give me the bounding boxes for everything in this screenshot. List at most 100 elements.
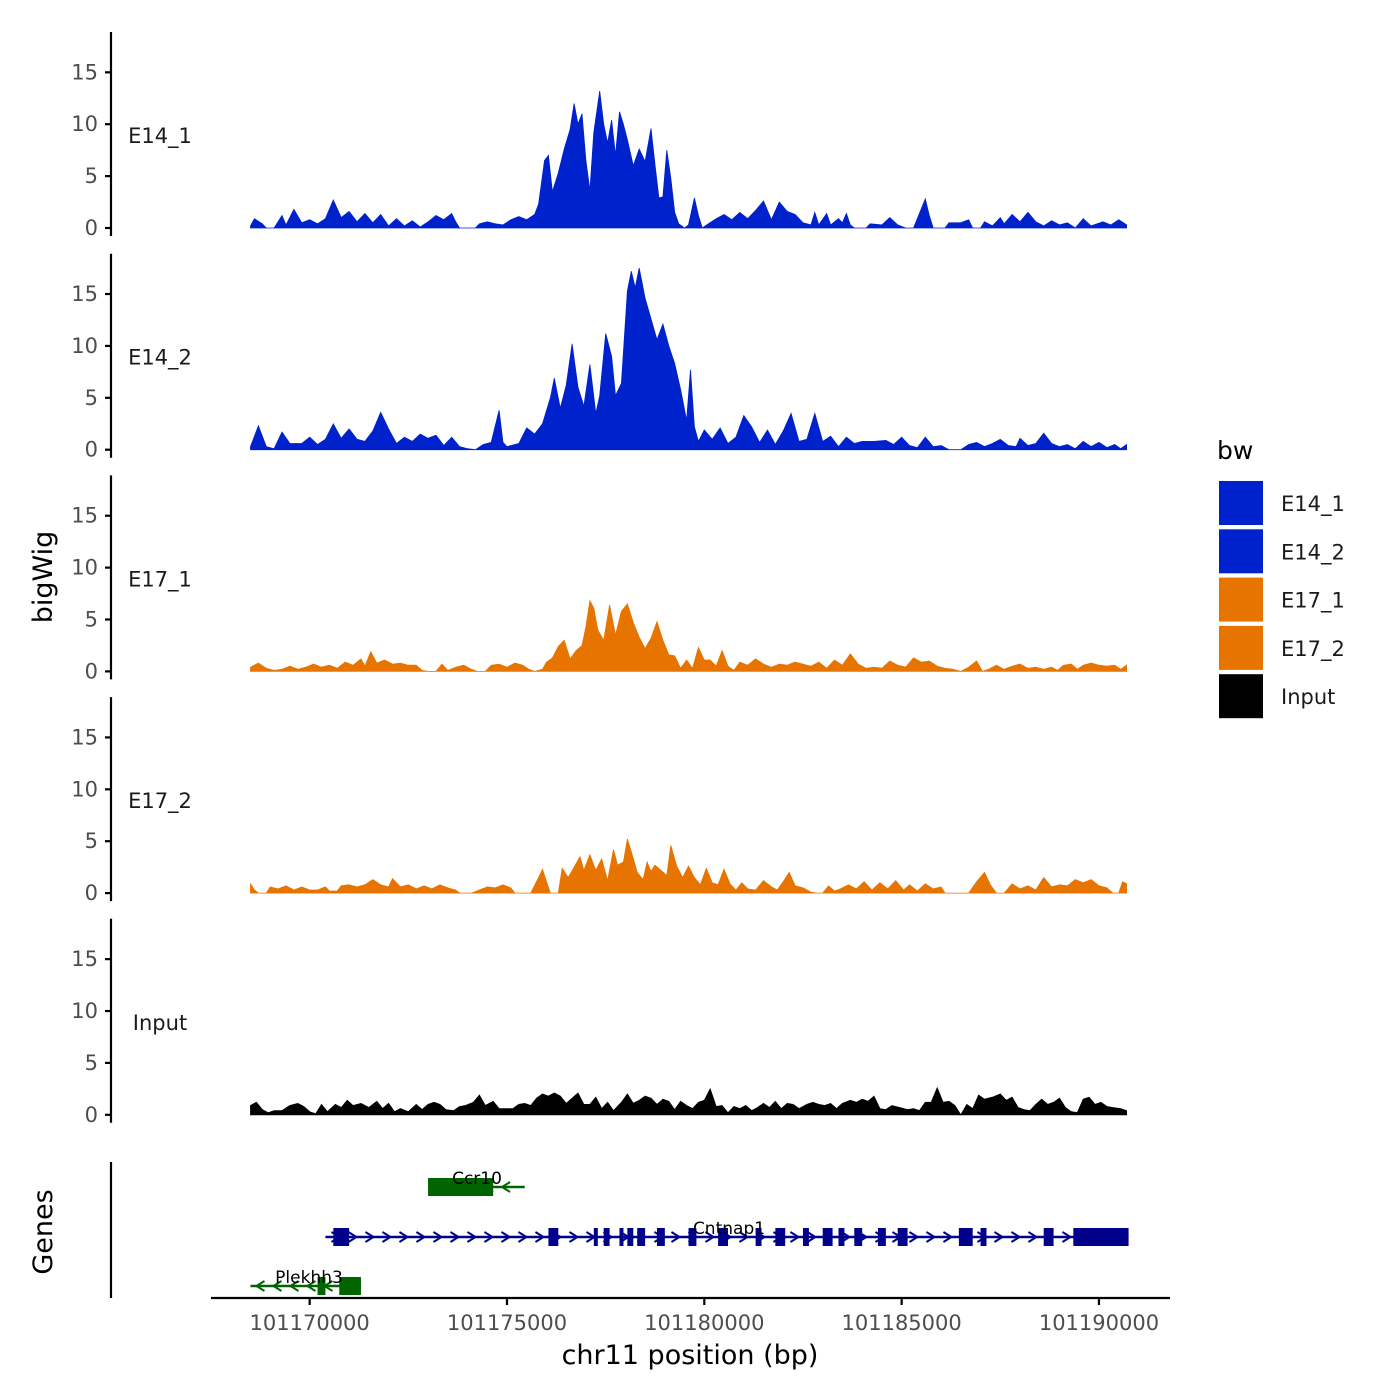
y-tick-label: 0 [85,438,98,462]
legend-label: E14_2 [1281,540,1345,565]
panel-label-E14_2: E14_2 [128,346,192,371]
gene-exon [619,1228,624,1246]
gene-exon [688,1228,697,1246]
x-axis-title: chr11 position (bp) [562,1340,819,1371]
gene-exon [627,1228,634,1246]
y-tick-label: 0 [85,1103,98,1127]
legend-label: E17_2 [1281,637,1345,662]
strand-arrow [449,1231,461,1243]
gene-exon [1073,1228,1129,1246]
y-tick-label: 15 [71,947,98,971]
genes-axis-title: Genes [28,1189,59,1274]
gene-exon [603,1228,610,1246]
gene-exon [339,1277,361,1295]
gene-exon [317,1277,326,1295]
legend-item-E14_1: E14_1 [1217,479,1345,527]
strand-arrow [1061,1231,1073,1243]
y-tick-label: 5 [85,608,98,632]
strand-arrow [381,1231,393,1243]
y-tick-label: 10 [71,112,98,136]
y-tick-label: 10 [71,334,98,358]
strand-arrow [806,1231,818,1243]
gene-exon [802,1228,809,1246]
x-tick-label: 101190000 [1039,1311,1159,1335]
strand-arrow [254,1280,265,1292]
coverage-area-E14_2 [250,268,1127,451]
strand-arrow [1010,1231,1022,1243]
legend-swatch [1217,479,1265,527]
track-panel-E14_2: 0 5 10 15 E14_2 [71,253,1127,462]
gene-exon [333,1228,350,1246]
y-tick-label: 5 [85,386,98,410]
strand-arrow [415,1231,427,1243]
legend: bw E14_1 E14_2 E17_1 E17_2 Input [1217,436,1345,721]
coverage-area-Input [250,1086,1127,1116]
gene-Cntnap1: Cntnap1 [325,1219,1129,1246]
strand-arrow [925,1231,937,1243]
gene-exon [838,1228,845,1246]
y-tick-label: 10 [71,777,98,801]
coverage-area-E17_2 [250,838,1127,894]
y-tick-label: 5 [85,829,98,853]
gene-exon [877,1228,886,1246]
panel-label-E14_1: E14_1 [128,124,192,149]
strand-arrow [347,1231,359,1243]
strand-arrow [568,1231,580,1243]
y-tick-label: 5 [85,164,98,188]
y-tick-label: 0 [85,659,98,683]
track-panel-E14_1: 0 5 10 15 E14_1 [71,32,1127,240]
gene-exon [428,1178,494,1196]
strand-arrow [466,1231,478,1243]
gene-exon [755,1228,762,1246]
x-tick-label: 101180000 [644,1311,764,1335]
strand-arrow [288,1280,299,1292]
y-tick-label: 15 [71,725,98,749]
legend-item-Input: Input [1217,672,1335,721]
strand-arrow [364,1231,376,1243]
gene-exon [637,1228,646,1246]
x-tick-label: 101175000 [447,1311,567,1335]
genes-panel: Ccr10 Cntnap1 Plekhh3 [109,1162,1129,1298]
legend-swatch [1217,623,1265,672]
y-tick-label: 15 [71,60,98,84]
coverage-area-E17_1 [250,599,1127,672]
y-tick-label: 15 [71,282,98,306]
strand-arrow [789,1231,801,1243]
legend-swatch [1217,672,1265,721]
strand-arrow [432,1231,444,1243]
coverage-area-E14_1 [250,90,1127,229]
strand-arrow [704,1231,716,1243]
legend-swatch [1217,527,1265,576]
gene-exon [980,1228,987,1246]
strand-arrow [271,1280,282,1292]
gene-label: Ccr10 [452,1169,502,1189]
gene-exon [656,1228,665,1246]
y-axis-title: bigWig [28,531,59,624]
strand-arrow [738,1231,750,1243]
y-tick-label: 10 [71,999,98,1023]
gene-label: Cntnap1 [693,1219,765,1239]
legend-label: E14_1 [1281,492,1345,517]
track-panel-Input: 0 5 10 15 Input [71,918,1127,1127]
gene-Ccr10: Ccr10 [428,1169,525,1196]
y-tick-label: 15 [71,504,98,528]
gene-exon [822,1228,833,1246]
gene-exon [1043,1228,1054,1246]
gene-exon [775,1228,786,1246]
strand-arrow [483,1231,495,1243]
gene-label: Plekhh3 [275,1268,343,1288]
track-panel-E17_1: 0 5 10 15 E17_1 [71,475,1127,683]
gene-exon [718,1228,728,1246]
legend-label: Input [1281,685,1335,709]
x-axis: 101170000 101175000 101180000 101185000 1011… [211,1296,1170,1335]
strand-arrow [908,1231,920,1243]
strand-arrow [670,1231,682,1243]
legend-title: bw [1217,436,1253,465]
track-panels: 0 5 10 15 E14_1 0 5 10 15 E14_2 0 5 10 15 E17_1 0 5 10 15 E… [71,32,1127,1127]
gene-exon [548,1228,559,1246]
panel-label-Input: Input [133,1011,187,1035]
legend-item-E17_1: E17_1 [1217,575,1345,624]
y-tick-label: 0 [85,881,98,905]
legend-swatch [1217,575,1265,624]
